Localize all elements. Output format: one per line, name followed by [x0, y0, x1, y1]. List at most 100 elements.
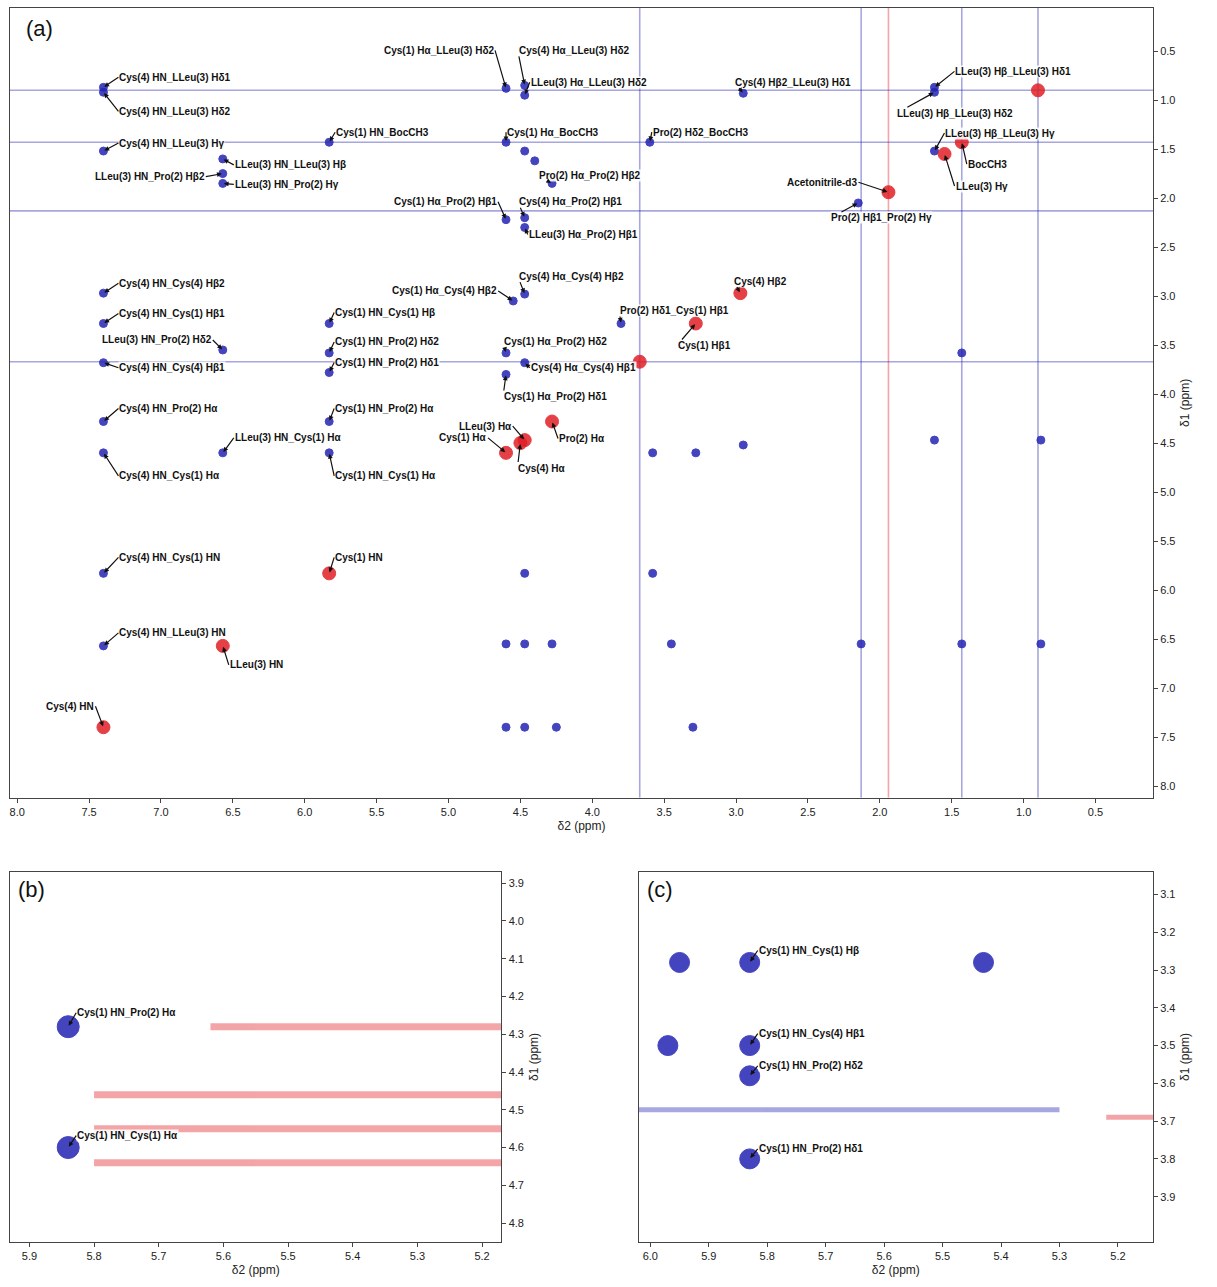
svg-text:LLeu(3) Hα_LLeu(3) Hδ2: LLeu(3) Hα_LLeu(3) Hδ2 — [531, 77, 647, 88]
svg-text:4.5: 4.5 — [1160, 437, 1175, 449]
svg-text:δ1 (ppm): δ1 (ppm) — [1178, 379, 1192, 427]
svg-text:5.2: 5.2 — [474, 1250, 489, 1262]
svg-text:Cys(4) Hα_Cys(4) Hβ2: Cys(4) Hα_Cys(4) Hβ2 — [519, 271, 624, 282]
svg-text:Cys(4) HN_Cys(4) Hβ2: Cys(4) HN_Cys(4) Hβ2 — [119, 278, 225, 289]
svg-text:Cys(1) Hβ1: Cys(1) Hβ1 — [678, 340, 731, 351]
svg-text:5.7: 5.7 — [151, 1250, 166, 1262]
svg-text:5.5: 5.5 — [935, 1250, 950, 1262]
svg-text:Cys(1) HN_BocCH3: Cys(1) HN_BocCH3 — [336, 127, 429, 138]
svg-text:Cys(1) Hα_BocCH3: Cys(1) Hα_BocCH3 — [507, 127, 599, 138]
svg-text:LLeu(3) Hβ_LLeu(3) Hδ1: LLeu(3) Hβ_LLeu(3) Hδ1 — [955, 66, 1071, 77]
svg-text:Pro(2) Hα_Pro(2) Hβ2: Pro(2) Hα_Pro(2) Hβ2 — [539, 170, 641, 181]
svg-text:(c): (c) — [647, 877, 673, 902]
svg-text:BocCH3: BocCH3 — [968, 159, 1007, 170]
svg-text:LLeu(3) HN_Pro(2) Hβ2: LLeu(3) HN_Pro(2) Hβ2 — [95, 171, 205, 182]
svg-text:3.2: 3.2 — [1160, 926, 1175, 938]
svg-text:2.0: 2.0 — [1160, 192, 1175, 204]
svg-text:5.9: 5.9 — [22, 1250, 37, 1262]
svg-text:Cys(1) HN_Pro(2) Hδ2: Cys(1) HN_Pro(2) Hδ2 — [759, 1060, 863, 1071]
svg-text:7.0: 7.0 — [153, 806, 168, 818]
svg-text:δ2 (ppm): δ2 (ppm) — [232, 1263, 280, 1277]
svg-text:7.5: 7.5 — [81, 806, 96, 818]
svg-text:2.0: 2.0 — [872, 806, 887, 818]
svg-text:4.3: 4.3 — [509, 1028, 524, 1040]
svg-text:3.0: 3.0 — [728, 806, 743, 818]
svg-text:3.0: 3.0 — [1160, 290, 1175, 302]
svg-text:LLeu(3) Hβ_LLeu(3) Hγ: LLeu(3) Hβ_LLeu(3) Hγ — [945, 128, 1055, 139]
svg-text:Cys(1) Hα: Cys(1) Hα — [439, 432, 487, 443]
svg-text:Cys(1) HN_Cys(1) Hβ: Cys(1) HN_Cys(1) Hβ — [335, 307, 435, 318]
svg-text:6.5: 6.5 — [225, 806, 240, 818]
svg-text:LLeu(3) Hβ_LLeu(3) Hδ2: LLeu(3) Hβ_LLeu(3) Hδ2 — [897, 108, 1013, 119]
svg-text:3.3: 3.3 — [1160, 964, 1175, 976]
svg-text:3.6: 3.6 — [1160, 1077, 1175, 1089]
svg-text:Cys(4) Hα_Pro(2) Hβ1: Cys(4) Hα_Pro(2) Hβ1 — [519, 196, 622, 207]
svg-text:3.5: 3.5 — [1160, 339, 1175, 351]
svg-text:5.9: 5.9 — [701, 1250, 716, 1262]
svg-text:Pro(2) Hδ2_BocCH3: Pro(2) Hδ2_BocCH3 — [653, 127, 748, 138]
svg-text:1.0: 1.0 — [1160, 94, 1175, 106]
svg-text:5.4: 5.4 — [345, 1250, 360, 1262]
svg-text:6.0: 6.0 — [1160, 584, 1175, 596]
svg-text:LLeu(3) Hα_Pro(2) Hβ1: LLeu(3) Hα_Pro(2) Hβ1 — [529, 229, 638, 240]
svg-text:LLeu(3) HN_Cys(1) Hα: LLeu(3) HN_Cys(1) Hα — [235, 432, 341, 443]
svg-text:4.0: 4.0 — [1160, 388, 1175, 400]
svg-text:5.0: 5.0 — [441, 806, 456, 818]
svg-text:Cys(1) Hα_Cys(4) Hβ2: Cys(1) Hα_Cys(4) Hβ2 — [392, 285, 497, 296]
svg-text:Cys(4) HN_LLeu(3) Hδ2: Cys(4) HN_LLeu(3) Hδ2 — [119, 106, 231, 117]
svg-text:5.3: 5.3 — [1052, 1250, 1067, 1262]
svg-text:5.8: 5.8 — [760, 1250, 775, 1262]
svg-text:1.5: 1.5 — [1160, 143, 1175, 155]
svg-text:3.1: 3.1 — [1160, 888, 1175, 900]
svg-text:5.0: 5.0 — [1160, 486, 1175, 498]
svg-text:4.4: 4.4 — [509, 1066, 524, 1078]
svg-text:1.0: 1.0 — [1016, 806, 1031, 818]
svg-text:Cys(4) HN_LLeu(3) Hγ: Cys(4) HN_LLeu(3) Hγ — [119, 138, 224, 149]
svg-text:4.6: 4.6 — [509, 1141, 524, 1153]
svg-text:Cys(4) HN_Cys(1) Hα: Cys(4) HN_Cys(1) Hα — [119, 470, 220, 481]
svg-text:Cys(1) HN_Pro(2) Hδ1: Cys(1) HN_Pro(2) Hδ1 — [759, 1143, 863, 1154]
svg-text:Cys(1) HN_Pro(2) Hα: Cys(1) HN_Pro(2) Hα — [77, 1007, 176, 1018]
svg-text:3.9: 3.9 — [1160, 1191, 1175, 1203]
svg-text:Pro(2) Hδ1_Cys(1) Hβ1: Pro(2) Hδ1_Cys(1) Hβ1 — [620, 305, 729, 316]
svg-text:Cys(1) HN: Cys(1) HN — [335, 552, 383, 563]
svg-text:3.9: 3.9 — [509, 877, 524, 889]
svg-text:Cys(4) Hβ2_LLeu(3) Hδ1: Cys(4) Hβ2_LLeu(3) Hδ1 — [735, 77, 851, 88]
svg-text:(b): (b) — [18, 877, 45, 902]
svg-text:2.5: 2.5 — [1160, 241, 1175, 253]
svg-text:4.5: 4.5 — [513, 806, 528, 818]
svg-text:5.4: 5.4 — [993, 1250, 1008, 1262]
svg-text:3.8: 3.8 — [1160, 1153, 1175, 1165]
svg-text:5.7: 5.7 — [818, 1250, 833, 1262]
svg-text:5.2: 5.2 — [1110, 1250, 1125, 1262]
svg-text:Pro(2) Hβ1_Pro(2) Hγ: Pro(2) Hβ1_Pro(2) Hγ — [831, 212, 932, 223]
svg-text:5.5: 5.5 — [280, 1250, 295, 1262]
svg-text:5.5: 5.5 — [369, 806, 384, 818]
svg-text:LLeu(3) HN: LLeu(3) HN — [230, 659, 283, 670]
svg-text:δ2 (ppm): δ2 (ppm) — [872, 1263, 920, 1277]
svg-text:Cys(1) Hα_Pro(2) Hβ1: Cys(1) Hα_Pro(2) Hβ1 — [394, 196, 497, 207]
svg-text:Cys(1) HN_Cys(1) Hβ: Cys(1) HN_Cys(1) Hβ — [759, 945, 859, 956]
svg-text:(a): (a) — [26, 16, 53, 41]
svg-text:0.5: 0.5 — [1160, 45, 1175, 57]
svg-text:5.8: 5.8 — [86, 1250, 101, 1262]
svg-text:6.0: 6.0 — [297, 806, 312, 818]
svg-text:8.0: 8.0 — [10, 806, 25, 818]
svg-text:3.5: 3.5 — [657, 806, 672, 818]
svg-text:Cys(4) HN_Pro(2) Hα: Cys(4) HN_Pro(2) Hα — [119, 403, 218, 414]
svg-text:Cys(4) HN_LLeu(3) HN: Cys(4) HN_LLeu(3) HN — [119, 627, 226, 638]
svg-text:LLeu(3) Hα: LLeu(3) Hα — [459, 421, 512, 432]
svg-text:4.2: 4.2 — [509, 990, 524, 1002]
svg-text:δ1 (ppm): δ1 (ppm) — [1178, 1033, 1192, 1081]
svg-text:Pro(2) Hα: Pro(2) Hα — [559, 433, 605, 444]
svg-text:5.6: 5.6 — [876, 1250, 891, 1262]
svg-text:3.5: 3.5 — [1160, 1039, 1175, 1051]
svg-text:5.5: 5.5 — [1160, 535, 1175, 547]
svg-text:Cys(1) Hα_Pro(2) Hδ2: Cys(1) Hα_Pro(2) Hδ2 — [504, 336, 607, 347]
svg-text:Acetonitrile-d3: Acetonitrile-d3 — [787, 177, 857, 188]
svg-text:4.8: 4.8 — [509, 1217, 524, 1229]
svg-text:4.5: 4.5 — [509, 1104, 524, 1116]
svg-text:Cys(4) HN: Cys(4) HN — [46, 701, 94, 712]
svg-text:6.5: 6.5 — [1160, 633, 1175, 645]
svg-text:Cys(1) HN_Cys(1) Hα: Cys(1) HN_Cys(1) Hα — [335, 470, 436, 481]
